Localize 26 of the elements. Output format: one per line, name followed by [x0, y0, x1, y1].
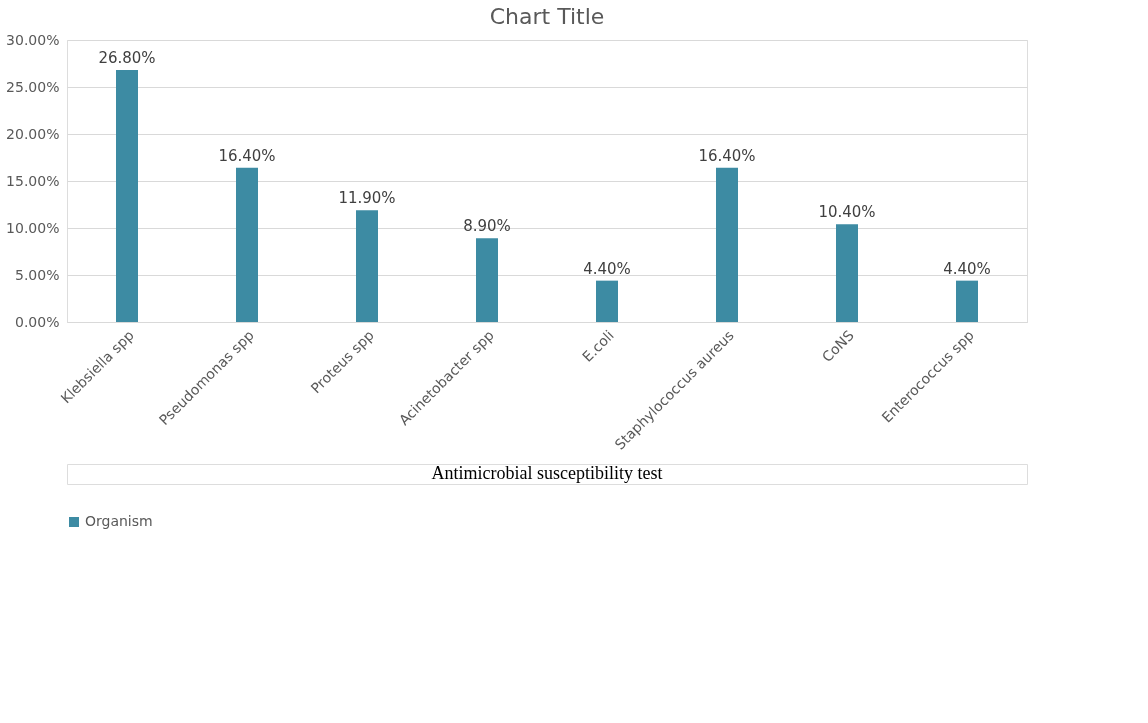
y-tick-label: 15.00% — [6, 172, 60, 189]
bar — [956, 280, 978, 322]
bar — [836, 224, 858, 322]
text: Antimicrobial susceptibility test — [431, 463, 663, 483]
data-label: 16.40% — [698, 146, 756, 165]
bar — [476, 238, 498, 322]
data-label: 11.90% — [338, 189, 396, 208]
y-tick-label: 30.00% — [6, 31, 60, 48]
data-label: 16.40% — [218, 146, 276, 165]
bar — [116, 70, 138, 322]
y-tick-label: 0.00% — [15, 313, 60, 330]
bar — [356, 210, 378, 322]
bar — [716, 167, 738, 322]
y-tick-label: 25.00% — [6, 78, 60, 95]
bar — [236, 167, 258, 322]
data-label: 26.80% — [98, 49, 156, 68]
bar — [596, 280, 618, 322]
chart-title: Chart Title — [489, 4, 605, 29]
y-tick-label: 10.00% — [6, 219, 60, 236]
data-label: 10.40% — [818, 203, 876, 222]
data-label: 4.40% — [943, 259, 991, 278]
y-tick-label: 20.00% — [6, 125, 60, 142]
data-label: 4.40% — [583, 259, 631, 278]
y-tick-label: 5.00% — [15, 266, 60, 283]
data-label: 8.90% — [463, 217, 511, 236]
legend-label: Organism — [85, 513, 153, 529]
